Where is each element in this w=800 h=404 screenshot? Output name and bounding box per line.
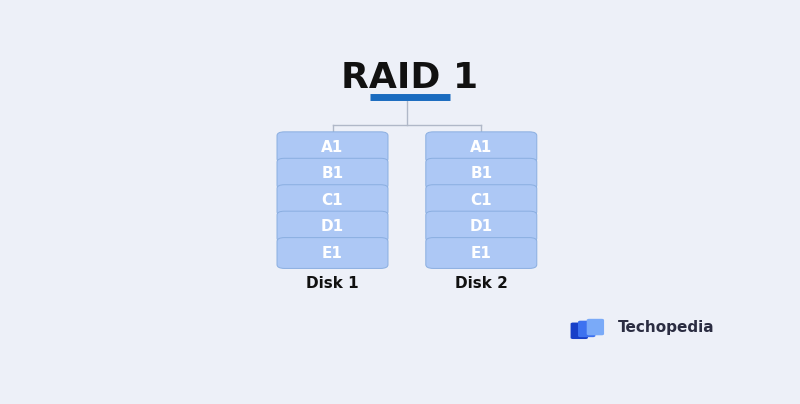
FancyBboxPatch shape [578,321,595,337]
Text: D1: D1 [470,219,493,234]
FancyBboxPatch shape [426,158,537,189]
FancyBboxPatch shape [277,211,388,242]
Text: C1: C1 [470,193,492,208]
FancyBboxPatch shape [570,322,588,339]
Text: A1: A1 [470,140,493,155]
FancyBboxPatch shape [277,132,388,163]
FancyBboxPatch shape [426,185,537,215]
Text: Techopedia: Techopedia [618,320,714,335]
Text: B1: B1 [470,166,492,181]
Text: C1: C1 [322,193,343,208]
Text: A1: A1 [322,140,344,155]
Text: Disk 1: Disk 1 [306,276,359,290]
FancyBboxPatch shape [586,319,604,335]
FancyBboxPatch shape [426,211,537,242]
FancyBboxPatch shape [426,238,537,268]
FancyBboxPatch shape [277,158,388,189]
FancyBboxPatch shape [277,238,388,268]
FancyBboxPatch shape [277,185,388,215]
Text: RAID 1: RAID 1 [342,61,478,95]
Text: D1: D1 [321,219,344,234]
Text: E1: E1 [322,246,343,261]
Text: B1: B1 [322,166,343,181]
Text: Disk 2: Disk 2 [455,276,508,290]
FancyBboxPatch shape [426,132,537,163]
Text: E1: E1 [471,246,492,261]
